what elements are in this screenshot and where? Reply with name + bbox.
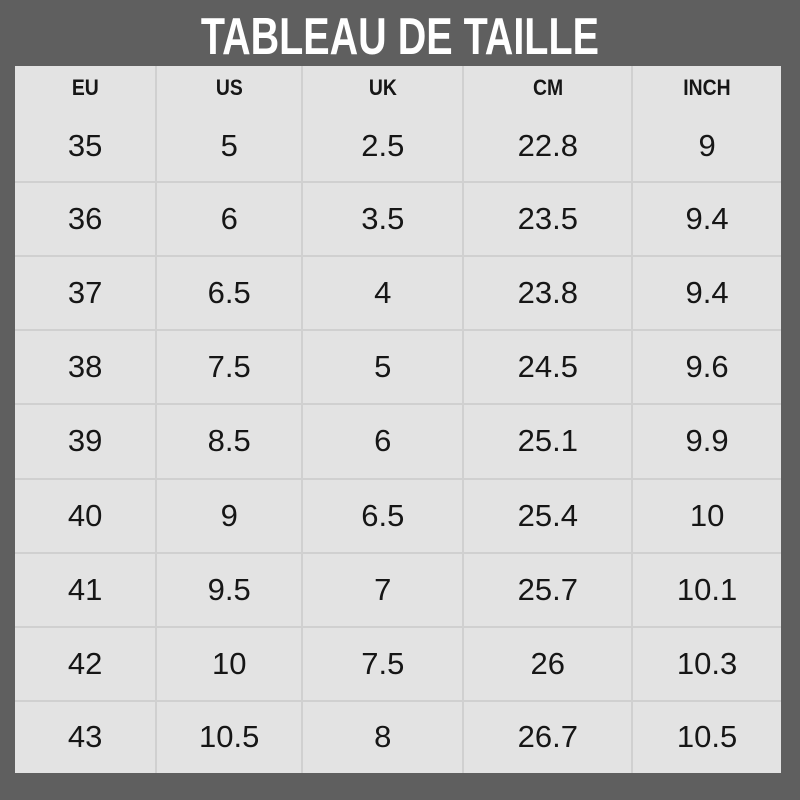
table-cell: 6.5 bbox=[301, 477, 465, 554]
table-cell: 3.5 bbox=[301, 181, 465, 258]
table-cell: 23.8 bbox=[462, 255, 634, 332]
table-cell: 24.5 bbox=[462, 329, 634, 406]
table-cell: 5 bbox=[301, 329, 465, 406]
table-row: 39 8.5 6 25.1 9.9 bbox=[15, 403, 781, 480]
table-cell: 43 bbox=[15, 699, 158, 773]
table-cell: 8 bbox=[301, 699, 465, 773]
table-cell: 9.4 bbox=[631, 181, 781, 258]
table-cell: 25.4 bbox=[462, 477, 634, 554]
column-header-eu: EU bbox=[15, 66, 158, 110]
table-row: 36 6 3.5 23.5 9.4 bbox=[15, 181, 781, 258]
table-cell: 22.8 bbox=[462, 110, 634, 184]
table-cell: 37 bbox=[15, 255, 158, 332]
column-header-uk: UK bbox=[301, 66, 465, 110]
table-row: 41 9.5 7 25.7 10.1 bbox=[15, 551, 781, 628]
table-cell: 9.6 bbox=[631, 329, 781, 406]
table-cell: 10 bbox=[155, 625, 304, 702]
column-header-inch: INCH bbox=[631, 66, 781, 110]
column-header-us: US bbox=[155, 66, 304, 110]
column-header-label: UK bbox=[368, 75, 397, 100]
header-row: EU US UK CM INCH bbox=[15, 66, 781, 110]
column-header-label: CM bbox=[532, 75, 563, 100]
table-cell: 23.5 bbox=[462, 181, 634, 258]
table-cell: 38 bbox=[15, 329, 158, 406]
table-row: 37 6.5 4 23.8 9.4 bbox=[15, 255, 781, 332]
column-header-label: EU bbox=[71, 75, 99, 100]
title-bar: TABLEAU DE TAILLE bbox=[0, 0, 800, 66]
table-cell: 25.7 bbox=[462, 551, 634, 628]
table-cell: 6 bbox=[155, 181, 304, 258]
table-cell: 41 bbox=[15, 551, 158, 628]
table-row: 40 9 6.5 25.4 10 bbox=[15, 477, 781, 554]
table-cell: 35 bbox=[15, 110, 158, 184]
table-cell: 9 bbox=[631, 110, 781, 184]
table-row: 42 10 7.5 26 10.3 bbox=[15, 625, 781, 702]
size-chart-page: TABLEAU DE TAILLE EU US UK CM INCH 35 5 2.5 22.… bbox=[0, 0, 800, 773]
table-row: 43 10.5 8 26.7 10.5 bbox=[15, 699, 781, 773]
size-table-body: 35 5 2.5 22.8 9 36 6 3.5 23.5 9.4 37 6.5 4 23.8 9.4 38 7… bbox=[15, 110, 781, 773]
table-cell: 39 bbox=[15, 403, 158, 480]
table-cell: 8.5 bbox=[155, 403, 304, 480]
table-cell: 42 bbox=[15, 625, 158, 702]
table-cell: 6.5 bbox=[155, 255, 304, 332]
table-cell: 9.5 bbox=[155, 551, 304, 628]
table-cell: 9 bbox=[155, 477, 304, 554]
table-cell: 25.1 bbox=[462, 403, 634, 480]
table-cell: 36 bbox=[15, 181, 158, 258]
table-cell: 4 bbox=[301, 255, 465, 332]
column-header-label: INCH bbox=[683, 75, 731, 100]
table-cell: 26 bbox=[462, 625, 634, 702]
table-cell: 9.9 bbox=[631, 403, 781, 480]
column-header-cm: CM bbox=[462, 66, 634, 110]
size-table-head: EU US UK CM INCH bbox=[15, 66, 781, 110]
page-title: TABLEAU DE TAILLE bbox=[200, 7, 600, 66]
table-cell: 7 bbox=[301, 551, 465, 628]
table-cell: 5 bbox=[155, 110, 304, 184]
table-cell: 2.5 bbox=[301, 110, 465, 184]
table-cell: 10.5 bbox=[631, 699, 781, 773]
size-table: EU US UK CM INCH 35 5 2.5 22.8 9 36 6 3.5 23.5 9.4 37 6… bbox=[15, 66, 781, 773]
table-cell: 6 bbox=[301, 403, 465, 480]
table-row: 38 7.5 5 24.5 9.6 bbox=[15, 329, 781, 406]
table-cell: 26.7 bbox=[462, 699, 634, 773]
table-cell: 7.5 bbox=[301, 625, 465, 702]
table-cell: 10.5 bbox=[155, 699, 304, 773]
column-header-label: US bbox=[215, 75, 243, 100]
table-cell: 40 bbox=[15, 477, 158, 554]
table-cell: 10.3 bbox=[631, 625, 781, 702]
table-cell: 10 bbox=[631, 477, 781, 554]
table-cell: 9.4 bbox=[631, 255, 781, 332]
table-row: 35 5 2.5 22.8 9 bbox=[15, 110, 781, 184]
table-cell: 7.5 bbox=[155, 329, 304, 406]
table-cell: 10.1 bbox=[631, 551, 781, 628]
